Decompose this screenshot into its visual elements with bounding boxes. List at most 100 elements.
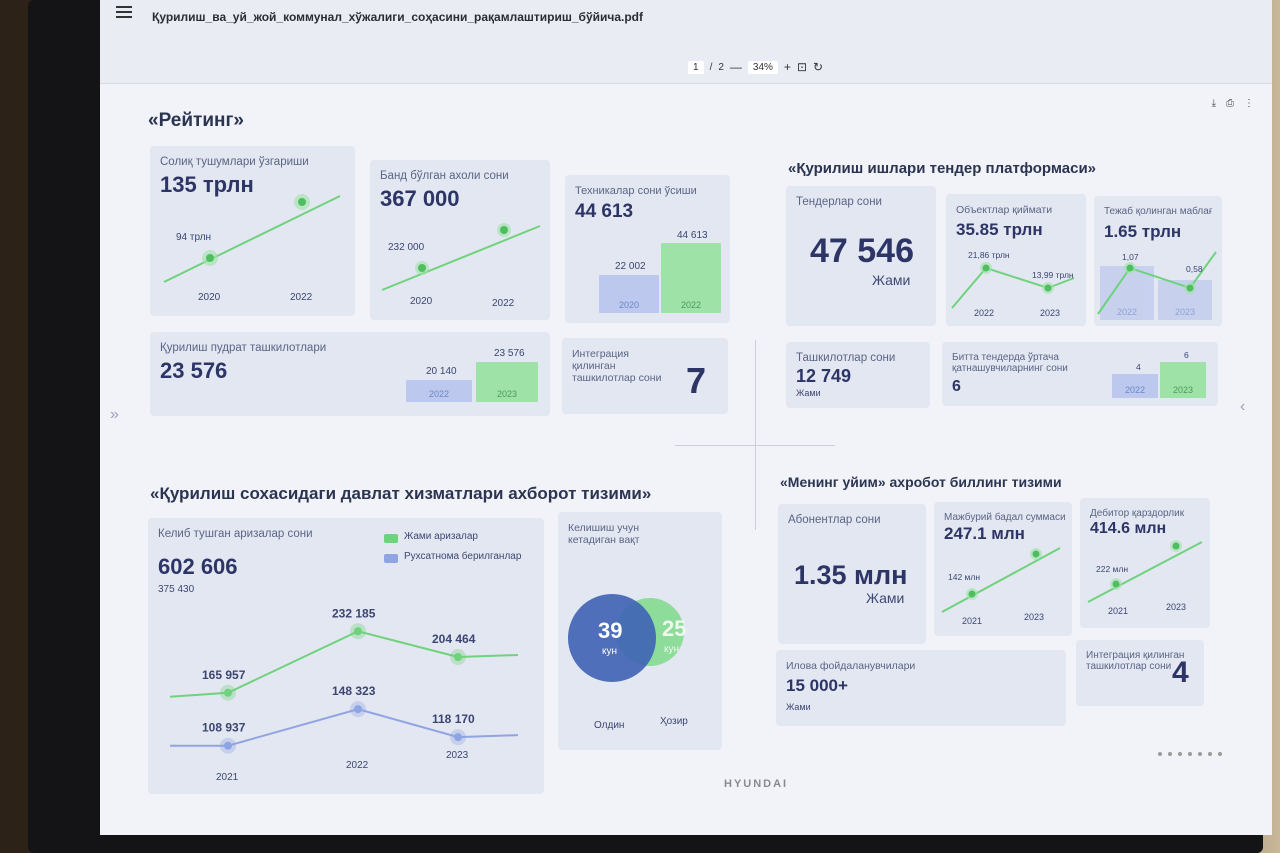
series-total-label: 165 957 xyxy=(202,668,246,682)
subscribers-unit: Жами xyxy=(866,590,905,606)
machinery-label: Техникалар сони ўсиши xyxy=(575,185,697,197)
objects-2023-year: 2023 xyxy=(1040,308,1061,318)
subscribers-card: Абонентлар сони 1.35 млн Жами xyxy=(778,504,926,644)
download-icon[interactable]: ⤓ xyxy=(1211,98,1216,109)
machinery-value: 44 613 xyxy=(575,201,634,222)
series-total-point xyxy=(224,688,232,697)
series-permits-label: 108 937 xyxy=(202,721,246,735)
rating-integration-label: Интеграция қилинган ташкилотлар сони xyxy=(572,348,662,384)
fee-card: Мажбурий бадал суммаси 247.1 млн 142 млн… xyxy=(934,502,1072,636)
app-users-value: 15 000+ xyxy=(786,676,848,695)
tax-label: Солиқ тушумлари ўзгариши xyxy=(160,156,309,168)
employed-value: 367 000 xyxy=(380,186,460,211)
employed-2020-year: 2020 xyxy=(410,296,433,307)
debt-card: Дебитор қарздорлик 414.6 млн 222 млн 202… xyxy=(1080,498,1210,628)
monitor-frame: Қурилиш_ва_уй_жой_коммунал_хўжалиги_соҳа… xyxy=(28,0,1272,853)
series-permits-point xyxy=(354,705,362,714)
avg-value: 6 xyxy=(952,378,961,395)
saved-chart xyxy=(1097,251,1217,315)
billing-title: «Менинг уйим» ахробот биллинг тизими xyxy=(780,474,1062,490)
tax-2020-value: 94 трлн xyxy=(176,232,212,243)
zoom-level[interactable]: 34% xyxy=(747,60,778,74)
tax-2022-year: 2022 xyxy=(290,292,313,303)
app-users-card: Илова фойдаланувчилари 15 000+ Жами xyxy=(776,650,1066,726)
contractors-2023-value: 23 576 xyxy=(494,348,525,359)
machinery-card: Техникалар сони ўсиши 44 613 22 002 44 6… xyxy=(565,175,730,323)
app-users-unit: Жами xyxy=(786,702,811,712)
applications-sub: 375 430 xyxy=(158,584,195,595)
fee-2023-year: 2023 xyxy=(1024,612,1045,622)
tender-count-unit: Жами xyxy=(872,272,911,288)
tax-value: 135 трлн xyxy=(160,172,254,197)
fee-2021-value: 142 млн xyxy=(948,572,981,582)
contractors-bar-2023: 2023 xyxy=(476,362,538,402)
page-controls: 1 / 2 — 34% + ⊡ ↻ xyxy=(688,60,823,74)
objects-2022-value: 21,86 трлн xyxy=(968,250,1010,260)
x-tick-label: 2022 xyxy=(346,760,369,771)
applications-chart: 165 957 232 185 204 464 108 937 148 323 118 1… xyxy=(169,606,519,783)
contractors-2022-value: 20 140 xyxy=(426,366,457,377)
fit-page-icon[interactable]: ⊡ xyxy=(796,60,807,74)
tender-count-card: Тендерлар сони 47 546 Жами xyxy=(786,186,936,326)
x-tick-label: 2021 xyxy=(216,772,239,783)
objects-chart xyxy=(951,262,1075,309)
file-name: Қурилиш_ва_уй_жой_коммунал_хўжалиги_соҳа… xyxy=(152,10,644,24)
page-total: 2 xyxy=(718,61,724,73)
objects-2023-value: 13,99 трлн xyxy=(1032,270,1074,280)
section-divider-horizontal xyxy=(675,445,835,446)
print-icon[interactable]: ⎙ xyxy=(1226,98,1234,109)
employed-card: Банд бўлган ахоли сони 367 000 232 000 2… xyxy=(370,160,550,320)
fee-2021-year: 2021 xyxy=(962,616,983,626)
zoom-out-button[interactable]: — xyxy=(729,60,742,74)
time-before-value: 39 xyxy=(598,618,623,643)
avg-label: Битта тендерда ўртача қатнашувчиларнинг … xyxy=(952,352,1068,374)
objects-2022-year: 2022 xyxy=(974,308,995,318)
machinery-2022-value: 44 613 xyxy=(677,230,708,241)
sidebar-toggle-icon[interactable]: » xyxy=(110,406,119,423)
more-icon[interactable]: ⋮ xyxy=(1244,98,1254,109)
billing-integration-card: Интеграция қилинган ташкилотлар сони 4 xyxy=(1076,640,1204,706)
time-now-label: Ҳозир xyxy=(660,716,688,727)
menu-icon[interactable] xyxy=(116,6,132,18)
legend-permits-label: Рухсатнома берилганлар xyxy=(404,551,522,562)
rotate-icon[interactable]: ↻ xyxy=(813,60,824,74)
gov-title: «Қурилиш сохасидаги давлат хизматлари ах… xyxy=(150,484,652,503)
fee-value: 247.1 млн xyxy=(944,524,1025,543)
series-total-point xyxy=(454,652,462,661)
series-permits-label: 118 170 xyxy=(432,712,475,726)
employed-2020-value: 232 000 xyxy=(388,242,425,253)
orgs-label: Ташкилотлар сони xyxy=(796,352,896,364)
tax-card: Солиқ тушумлари ўзгариши 135 трлн 94 трл… xyxy=(150,146,355,316)
employed-chart xyxy=(381,223,541,291)
time-now-value: 25 xyxy=(662,616,687,641)
zoom-in-button[interactable]: + xyxy=(783,60,791,74)
billing-integration-label: Интеграция қилинган ташкилотлар сони xyxy=(1086,650,1185,672)
applications-card: Келиб тушган аризалар сони 602 606 375 4… xyxy=(148,518,544,794)
series-total-point xyxy=(354,627,362,636)
time-card: Келишиш учун кетадиган вақт 39 кун 25 ку… xyxy=(558,512,722,750)
avg-bar-2023: 2023 xyxy=(1160,362,1206,398)
applications-label: Келиб тушган аризалар сони xyxy=(158,528,313,540)
time-label: Келишиш учун кетадиган вақт xyxy=(568,522,640,546)
saved-value: 1.65 трлн xyxy=(1104,222,1182,241)
app-users-label: Илова фойдаланувчилари xyxy=(786,660,916,672)
saved-2023-value: 0,58 xyxy=(1186,264,1203,274)
applications-total: 602 606 xyxy=(158,554,238,579)
page-separator: / xyxy=(709,61,713,73)
debt-2021-year: 2021 xyxy=(1108,606,1129,616)
subscribers-label: Абонентлар сони xyxy=(788,514,881,526)
page-current-input[interactable]: 1 xyxy=(688,60,704,74)
saved-label: Тежаб қолинган маблағ xyxy=(1104,206,1213,217)
time-venn xyxy=(568,594,684,682)
avg-2023-value: 6 xyxy=(1184,350,1189,360)
tender-count-value: 47 546 xyxy=(810,232,914,270)
legend-permits-swatch xyxy=(384,554,398,563)
monitor-buttons xyxy=(1158,752,1222,756)
series-permits-label: 148 323 xyxy=(332,684,376,698)
orgs-value: 12 749 xyxy=(796,366,852,386)
debt-2023-year: 2023 xyxy=(1166,602,1187,612)
contractors-label: Қурилиш пудрат ташкилотлари xyxy=(160,342,327,354)
debt-2021-value: 222 млн xyxy=(1096,564,1129,574)
saved-2022-value: 1,07 xyxy=(1122,252,1139,262)
debt-label: Дебитор қарздорлик xyxy=(1090,508,1185,519)
